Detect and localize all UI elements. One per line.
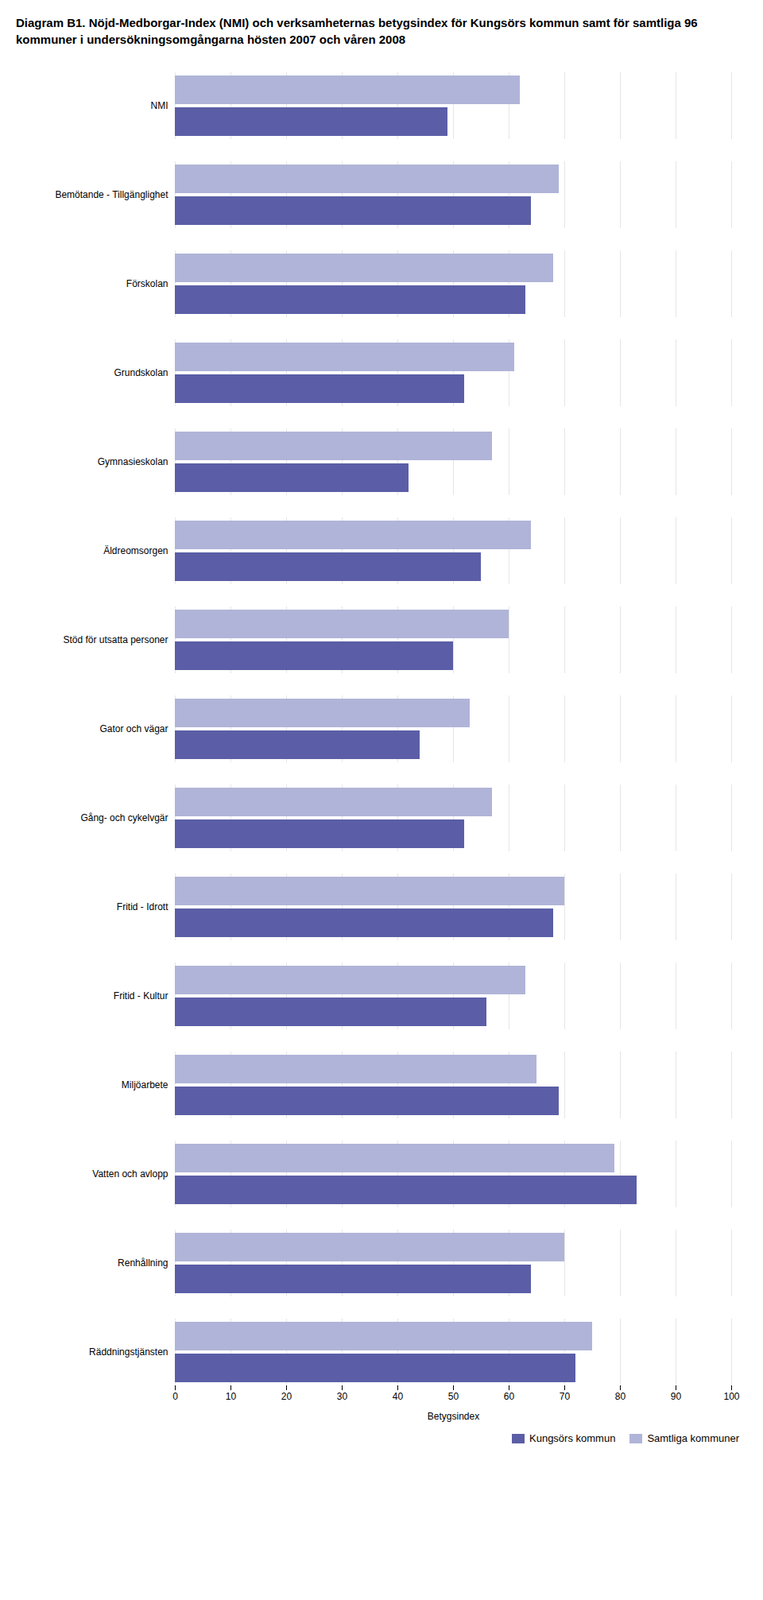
svg-text:60: 60	[503, 1390, 516, 1403]
svg-text:0: 0	[172, 1390, 179, 1403]
svg-text:Äldreomsorgen: Äldreomsorgen	[103, 545, 168, 557]
html-text:Samtliga kommuner: Samtliga kommuner	[647, 1432, 740, 1445]
svg-text:NMI: NMI	[151, 100, 169, 112]
svg-text:100: 100	[723, 1390, 740, 1403]
svg-text:Räddningstjänsten: Räddningstjänsten	[89, 1346, 168, 1358]
svg-text:20: 20	[281, 1390, 293, 1403]
svg-text:Vatten och avlopp: Vatten och avlopp	[92, 1168, 169, 1180]
svg-text:Fritid - Idrott: Fritid - Idrott	[116, 901, 169, 913]
svg-text:Fritid - Kultur: Fritid - Kultur	[113, 990, 169, 1002]
svg-text:Grundskolan: Grundskolan	[113, 367, 168, 379]
svg-text:Gator och vägar: Gator och vägar	[99, 723, 168, 735]
svg-text:70: 70	[559, 1390, 571, 1403]
svg-text:Gång- och cykelvgär: Gång- och cykelvgär	[80, 812, 168, 824]
svg-text:Gymnasieskolan: Gymnasieskolan	[97, 456, 169, 468]
svg-text:30: 30	[336, 1390, 349, 1403]
svg-text:Miljöarbete: Miljöarbete	[121, 1079, 169, 1091]
html-text:Diagram B1. Nöjd-Medborgar-Ind: Diagram B1. Nöjd-Medborgar-Index (NMI) o…	[15, 15, 698, 47]
svg-text:Stöd för utsatta personer: Stöd för utsatta personer	[62, 634, 168, 646]
svg-text:90: 90	[670, 1390, 682, 1403]
svg-text:Renhållning: Renhållning	[117, 1257, 168, 1269]
svg-text:Betygsindex: Betygsindex	[427, 1410, 480, 1422]
html-text:Kungsörs kommun: Kungsörs kommun	[529, 1432, 616, 1445]
svg-text:Förskolan: Förskolan	[126, 278, 169, 290]
svg-text:Bemötande - Tillgänglighet: Bemötande - Tillgänglighet	[54, 189, 169, 201]
svg-text:80: 80	[615, 1390, 627, 1403]
svg-text:10: 10	[225, 1390, 237, 1403]
svg-text:40: 40	[392, 1390, 404, 1403]
svg-text:50: 50	[448, 1390, 460, 1403]
